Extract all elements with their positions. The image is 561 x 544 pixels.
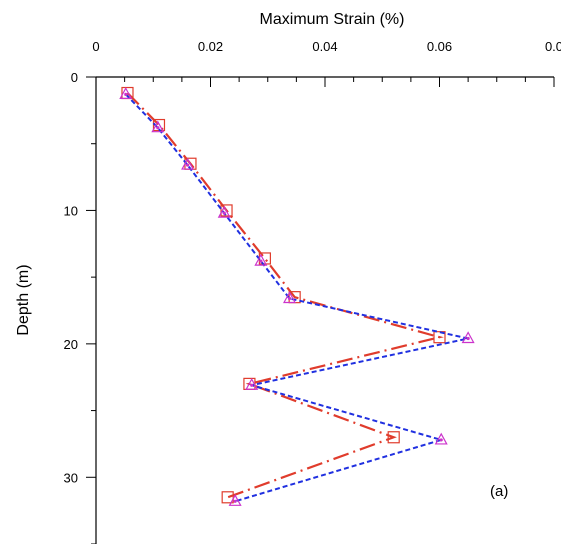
- x-tick-label: 0.04: [312, 39, 337, 54]
- triangle-marker: [434, 432, 448, 445]
- marker-dot: [287, 296, 292, 301]
- triangle-marker: [461, 331, 475, 344]
- marker-dot: [186, 163, 190, 167]
- triangle-marker: [254, 253, 268, 266]
- square-marker: [221, 491, 234, 504]
- series-line-1: [125, 93, 469, 503]
- x-axis-title: Maximum Strain (%): [260, 11, 405, 28]
- y-axis-title: Depth (m): [15, 264, 32, 335]
- triangle-marker: [228, 494, 242, 506]
- triangle-marker: [282, 291, 297, 304]
- marker-dot: [439, 438, 443, 442]
- marker-dot: [259, 259, 263, 263]
- square-marker: [220, 204, 233, 217]
- marker-dot: [156, 126, 160, 130]
- marker-dot: [233, 499, 237, 503]
- axes: 0 0.02 0.04 0.06 0.0 0 10 20 30: [64, 39, 561, 544]
- triangle-marker: [151, 120, 165, 133]
- triangle-marker: [181, 157, 195, 170]
- series-0: [121, 86, 446, 504]
- triangle-marker: [245, 377, 259, 390]
- marker-dot: [466, 336, 470, 341]
- y-tick-label: 20: [64, 337, 78, 352]
- x-tick-label: 0.0: [545, 39, 561, 54]
- panel-annotation: (a): [490, 483, 508, 500]
- y-tick-label: 0: [71, 70, 78, 85]
- marker-dot: [250, 383, 254, 387]
- x-tick-label: 0.06: [427, 39, 452, 54]
- triangle-marker: [217, 205, 231, 218]
- marker-dot: [222, 211, 226, 215]
- triangle-marker: [119, 87, 133, 99]
- y-tick-label: 10: [64, 203, 78, 218]
- series-line-0: [126, 92, 444, 499]
- series-1: [119, 87, 475, 506]
- square-marker: [387, 431, 400, 444]
- x-tick-label: 0: [92, 39, 99, 54]
- x-tick-label: 0.02: [198, 39, 223, 54]
- series-layer: [119, 86, 475, 506]
- y-tick-label: 30: [64, 470, 78, 485]
- marker-dot: [124, 92, 128, 96]
- square-marker: [433, 331, 446, 344]
